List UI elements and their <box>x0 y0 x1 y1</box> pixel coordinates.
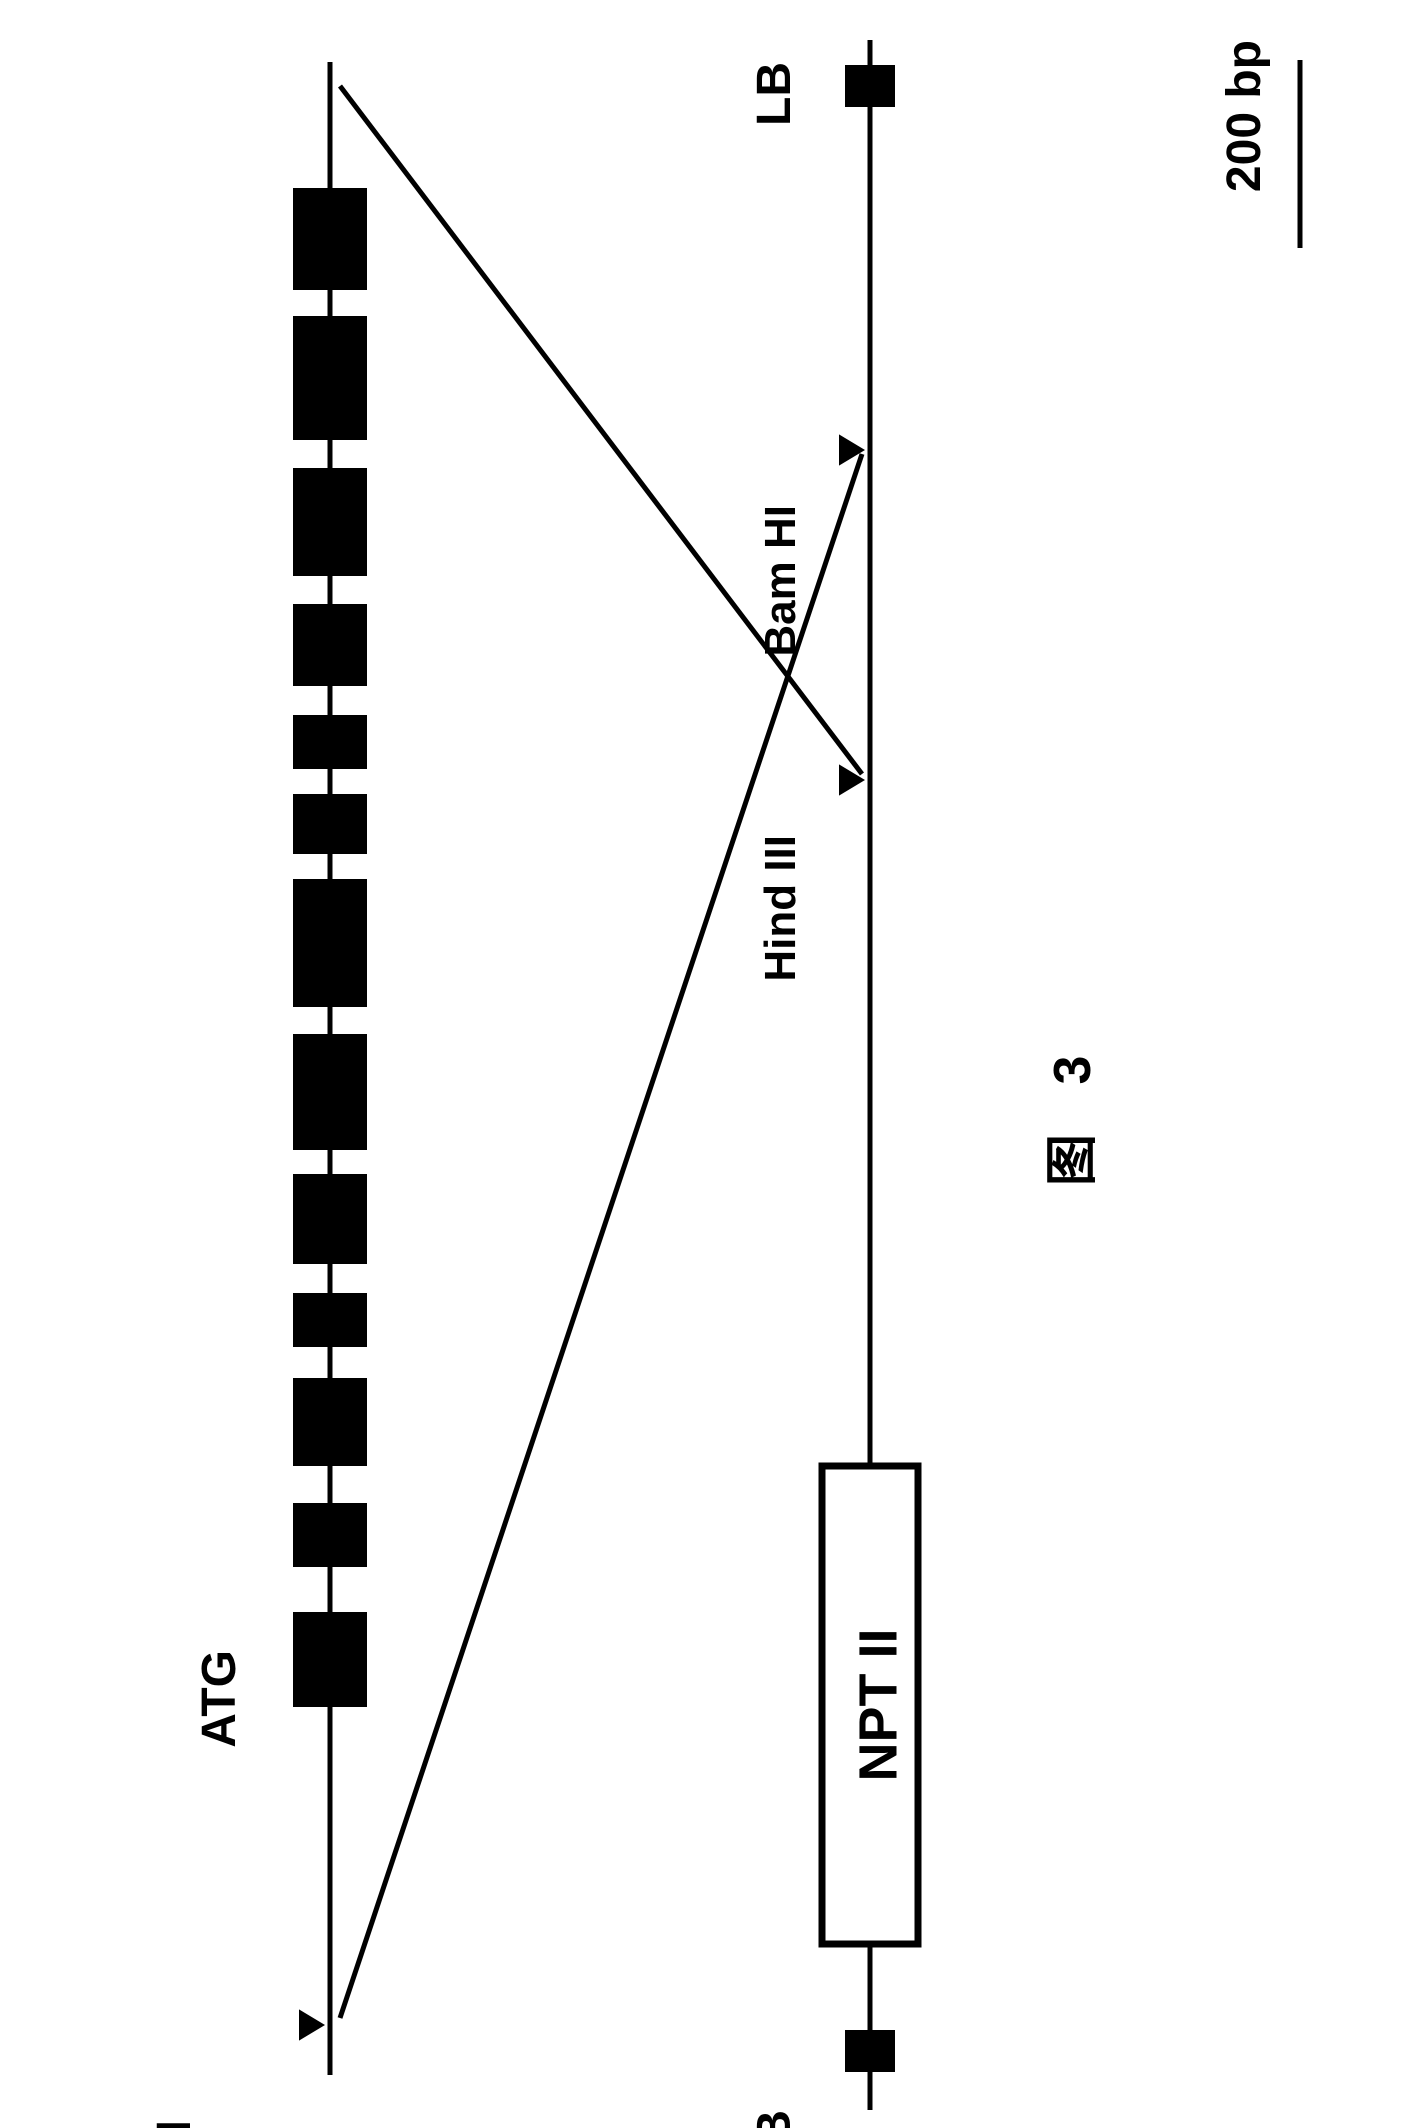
connector-line-1 <box>340 86 862 774</box>
exon-4 <box>293 1174 367 1264</box>
nptii-label: NPT II <box>848 1628 908 1781</box>
scale-bar-label: 200 bp <box>1218 40 1271 192</box>
rb-box <box>845 2030 895 2072</box>
figure-number: 3 <box>1044 1056 1102 1085</box>
exon-10 <box>293 468 367 576</box>
gene-bamhi-arrow-icon <box>299 2009 325 2040</box>
exon-1 <box>293 1503 367 1567</box>
hindiii-label: Hind III <box>756 835 805 982</box>
lb-label: LB <box>748 62 801 126</box>
exon-9 <box>293 604 367 686</box>
exon-0 <box>293 1612 367 1707</box>
exon-12 <box>293 188 367 290</box>
exon-3 <box>293 1293 367 1347</box>
exon-2 <box>293 1378 367 1466</box>
gene-bamhi-label: Bam HI <box>148 2120 201 2128</box>
exon-7 <box>293 794 367 854</box>
exon-8 <box>293 715 367 769</box>
exon-6 <box>293 879 367 1007</box>
lb-box <box>845 65 895 107</box>
rb-label: RB <box>748 2110 801 2128</box>
connector-line-0 <box>340 454 862 2018</box>
figure-caption-char: 图 <box>1044 1134 1102 1186</box>
atg-label: ATG <box>193 1650 246 1748</box>
exon-11 <box>293 316 367 440</box>
exon-5 <box>293 1034 367 1150</box>
vector-bamhi-label: Bam HI <box>756 505 805 657</box>
